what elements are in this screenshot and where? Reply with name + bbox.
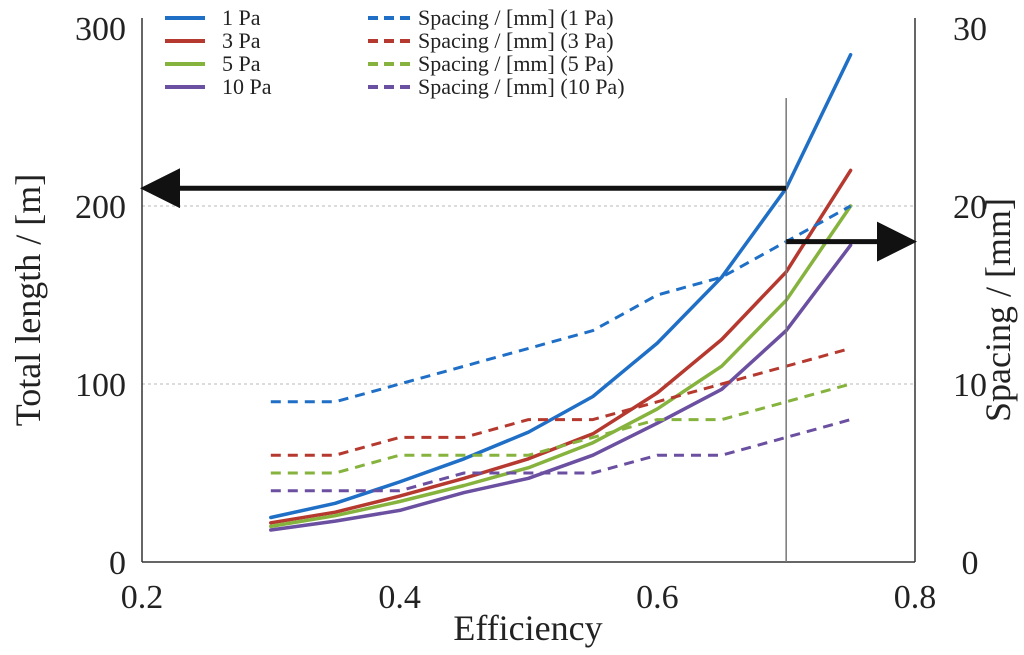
gridlines	[142, 205, 915, 385]
y-right-tick-label: 30	[953, 11, 987, 48]
series-line-3-pa	[269, 168, 853, 525]
x-tick-label: 0.2	[121, 579, 164, 616]
y-right-tick-label: 10	[953, 367, 987, 404]
series-line-5-pa	[269, 204, 853, 529]
series-line-spacing-mm-5-pa	[270, 382, 851, 475]
tick-labels: 0.2 0.4 0.6 0.8 0 100 200 300 0 10 20 30	[75, 11, 987, 616]
legend-label: 10 Pa	[222, 74, 272, 99]
annotations	[140, 98, 917, 562]
legend-label: Spacing / [mm] (3 Pa)	[418, 28, 614, 53]
y-axis-right-title: Spacing / [mm]	[978, 198, 1018, 422]
x-tick-label: 0.4	[378, 579, 421, 616]
series-line-10-pa	[269, 243, 853, 532]
legend-label: 3 Pa	[222, 28, 261, 53]
series-line-1-pa	[269, 52, 853, 520]
axes	[141, 18, 916, 563]
legend-label: Spacing / [mm] (10 Pa)	[418, 74, 625, 99]
x-axis-title: Efficiency	[453, 608, 602, 648]
x-tick-label: 0.6	[636, 579, 679, 616]
y-left-tick-label: 0	[109, 545, 126, 582]
series-lines	[269, 52, 853, 532]
y-right-tick-label: 20	[953, 189, 987, 226]
legend-label: Spacing / [mm] (5 Pa)	[418, 51, 614, 76]
x-tick-label: 0.8	[894, 579, 937, 616]
y-right-tick-label: 0	[962, 545, 979, 582]
series-line-spacing-mm-3-pa	[270, 346, 851, 457]
y-left-tick-label: 200	[75, 189, 126, 226]
y-left-tick-label: 300	[75, 11, 126, 48]
legend-label: 1 Pa	[222, 5, 261, 30]
legend-label: Spacing / [mm] (1 Pa)	[418, 5, 614, 30]
legend-label: 5 Pa	[222, 51, 261, 76]
y-left-tick-label: 100	[75, 367, 126, 404]
y-axis-left-title: Total length / [m]	[8, 174, 48, 426]
series-line-spacing-mm-10-pa	[270, 418, 851, 493]
series-line-spacing-mm-1-pa	[270, 204, 852, 404]
